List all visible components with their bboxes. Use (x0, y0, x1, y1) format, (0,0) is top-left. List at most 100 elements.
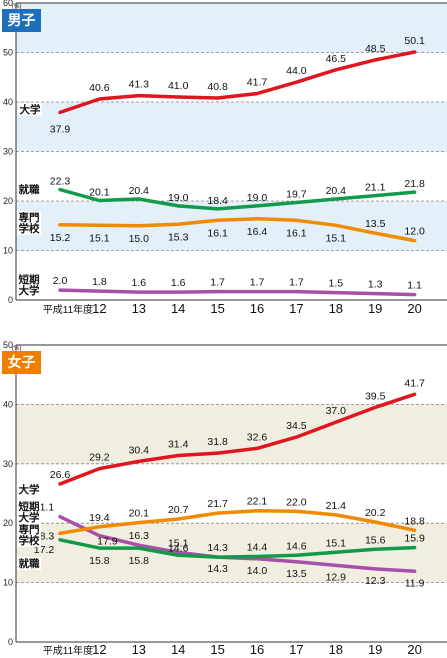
series-label-line: 大学 (19, 483, 40, 496)
data-label: 15.9 (404, 533, 425, 545)
title-badge (2, 9, 41, 32)
x-tick-label: 平成11年度 (43, 303, 93, 316)
x-tick-label: 15 (210, 301, 224, 316)
series-line (58, 392, 417, 486)
x-tick-label: 12 (92, 301, 106, 316)
series-label: 就職 (19, 557, 40, 570)
x-tick-label: 13 (132, 301, 146, 316)
x-tick-label: 18 (329, 642, 343, 657)
series-label-line: 専門 (19, 523, 40, 536)
y-unit-label: (%) (12, 346, 21, 352)
series-line (58, 187, 417, 211)
data-label: 14.4 (247, 541, 268, 553)
y-tick-label: 20 (3, 518, 13, 528)
y-tick-label: 0 (8, 637, 13, 647)
data-label: 15.8 (129, 555, 150, 567)
data-label: 30.4 (129, 444, 150, 456)
series-label-bg (17, 273, 41, 297)
data-label: 40.6 (89, 82, 110, 94)
series-line (58, 217, 417, 243)
data-label: 18.8 (404, 515, 425, 527)
series-line (58, 508, 417, 536)
data-label: 2.0 (53, 275, 68, 287)
data-label: 14.3 (207, 542, 228, 554)
data-label: 1.6 (131, 277, 146, 289)
data-label: 15.1 (89, 232, 110, 244)
x-tick-label: 14 (171, 642, 185, 657)
x-tick-label: 13 (132, 642, 146, 657)
data-label: 15.2 (50, 232, 71, 244)
data-label: 46.5 (326, 53, 347, 65)
y-tick-label: 50 (3, 340, 13, 350)
data-label: 1.7 (250, 277, 265, 289)
data-label: 22.3 (50, 176, 71, 188)
data-label: 41.0 (168, 80, 189, 92)
data-label: 20.1 (89, 187, 110, 199)
y-tick-label: 30 (3, 147, 13, 157)
y-tick-label: 10 (3, 578, 13, 588)
data-label: 39.5 (365, 390, 386, 402)
data-label: 21.4 (326, 500, 347, 512)
data-label: 48.5 (365, 43, 386, 55)
data-label: 15.1 (326, 232, 347, 244)
data-label: 15.0 (129, 233, 150, 245)
series-label: 就職 (19, 183, 40, 196)
data-label: 37.9 (50, 123, 71, 135)
series-label-bg (18, 103, 42, 116)
data-label: 50.1 (404, 35, 425, 47)
data-label: 40.8 (207, 81, 228, 93)
data-label: 21.7 (207, 498, 228, 510)
series-label-bg (17, 183, 41, 196)
chart-title: 男子 (8, 12, 36, 28)
data-label: 37.0 (326, 405, 347, 417)
data-label: 11.9 (405, 577, 425, 589)
data-label: 19.7 (286, 188, 307, 200)
data-label: 20.7 (168, 504, 189, 516)
data-label: 20.2 (365, 507, 386, 519)
series-label-bg (17, 483, 41, 496)
series-label: 大学 (20, 103, 41, 116)
data-label: 21.1 (365, 182, 386, 194)
data-label: 29.2 (89, 452, 110, 464)
data-label: 15.6 (365, 534, 386, 546)
grid-band (16, 523, 447, 583)
series-label-line: 学校 (19, 222, 40, 235)
x-tick-label: 15 (210, 642, 224, 657)
data-label: 1.1 (407, 280, 422, 292)
data-label: 12.0 (404, 226, 425, 238)
series-label-bg (17, 523, 41, 547)
data-label: 19.4 (89, 512, 110, 524)
y-tick-label: 50 (3, 48, 13, 58)
data-label: 16.1 (207, 227, 228, 239)
data-label: 1.3 (368, 279, 383, 291)
data-label: 16.3 (129, 530, 150, 542)
y-tick-label: 20 (3, 196, 13, 206)
y-unit-label: (%) (12, 4, 21, 10)
title-badge (2, 351, 41, 374)
data-label: 34.5 (286, 420, 307, 432)
data-label: 15.8 (89, 555, 110, 567)
y-tick-label: 40 (3, 97, 13, 107)
series-label: 専門学校 (19, 523, 40, 547)
data-label: 1.7 (289, 277, 304, 289)
data-label: 15.3 (168, 231, 189, 243)
data-label: 41.7 (404, 377, 425, 389)
data-label: 17.9 (97, 536, 118, 548)
x-tick-label: 17 (289, 301, 303, 316)
series-label: 短期大学 (19, 273, 40, 297)
series-label-line: 就職 (19, 557, 40, 570)
data-label: 18.4 (207, 195, 228, 207)
data-label: 20.1 (129, 508, 150, 520)
data-label: 20.4 (129, 185, 150, 197)
data-label: 1.6 (171, 277, 186, 289)
data-label: 21.8 (404, 178, 425, 190)
series-label-line: 専門 (19, 211, 40, 224)
x-tick-label: 平成11年度 (43, 644, 93, 657)
x-tick-label: 19 (368, 642, 382, 657)
data-label: 31.4 (168, 438, 189, 450)
data-label: 16.1 (286, 227, 307, 239)
